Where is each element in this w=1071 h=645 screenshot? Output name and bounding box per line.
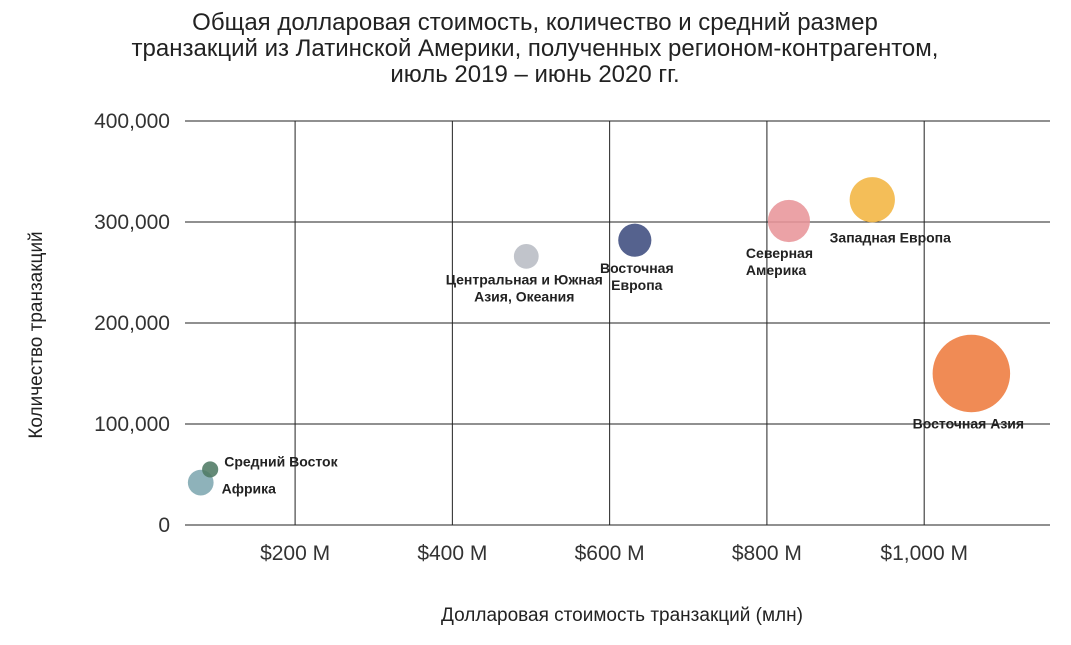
bubble-point (618, 223, 652, 257)
bubble-label: Средний Восток (224, 453, 338, 469)
x-tick-label: $200 M (260, 542, 330, 565)
bubble-label: Центральная и Южная Азия, Океания (446, 272, 603, 305)
x-axis-label: Долларовая стоимость транзакций (млн) (441, 605, 803, 626)
bubble-label: Западная Европа (830, 229, 951, 245)
x-tick-label: $1,000 M (880, 542, 968, 565)
y-axis-label: Количество транзакций (26, 231, 47, 438)
bubble-point (932, 334, 1011, 413)
bubble-label: Северная Америка (746, 245, 813, 278)
bubbles (187, 177, 1011, 496)
bubble-label-line: Средний Восток (224, 453, 338, 469)
y-tick-label: 200,000 (94, 312, 170, 335)
x-tick-label: $800 M (732, 542, 802, 565)
chart-title: Общая долларовая стоимость, количество и… (132, 9, 939, 88)
chart-title-line: транзакций из Латинской Америки, получен… (132, 35, 939, 62)
bubble-label: Восточная Европа (600, 260, 674, 293)
x-tick-label: $600 M (575, 542, 645, 565)
x-axis-ticks: $200 M $400 M $600 M $800 M $1,000 M (260, 542, 968, 565)
bubble-label-line: Европа (611, 277, 663, 293)
grid (185, 120, 1050, 526)
chart-title-line: Общая долларовая стоимость, количество и… (192, 9, 878, 36)
bubble-label-line: Африка (222, 480, 277, 496)
bubble-label-line: Восточная Азия (913, 415, 1024, 431)
bubble-point (767, 199, 811, 243)
bubble-label-line: Центральная и Южная (446, 272, 603, 288)
bubble-label-line: Западная Европа (830, 229, 951, 245)
y-tick-label: 100,000 (94, 413, 170, 436)
bubble-label-line: Азия, Океания (474, 289, 574, 305)
bubble-point (849, 177, 895, 223)
bubble-label: Восточная Азия (913, 415, 1024, 431)
bubble-label: Африка (222, 480, 277, 496)
y-tick-label: 400,000 (94, 110, 170, 133)
bubble-label-line: Восточная (600, 260, 674, 276)
bubble-label-line: Северная (746, 245, 813, 261)
bubble-point (513, 243, 539, 269)
chart-title-line: июль 2019 – июнь 2020 гг. (390, 61, 679, 88)
y-axis-ticks: 0 100,000 200,000 300,000 400,000 (94, 110, 170, 537)
bubble-point (202, 461, 219, 478)
x-tick-label: $400 M (417, 542, 487, 565)
y-tick-label: 300,000 (94, 211, 170, 234)
y-tick-label: 0 (158, 514, 170, 537)
bubble-label-line: Америка (746, 262, 806, 278)
